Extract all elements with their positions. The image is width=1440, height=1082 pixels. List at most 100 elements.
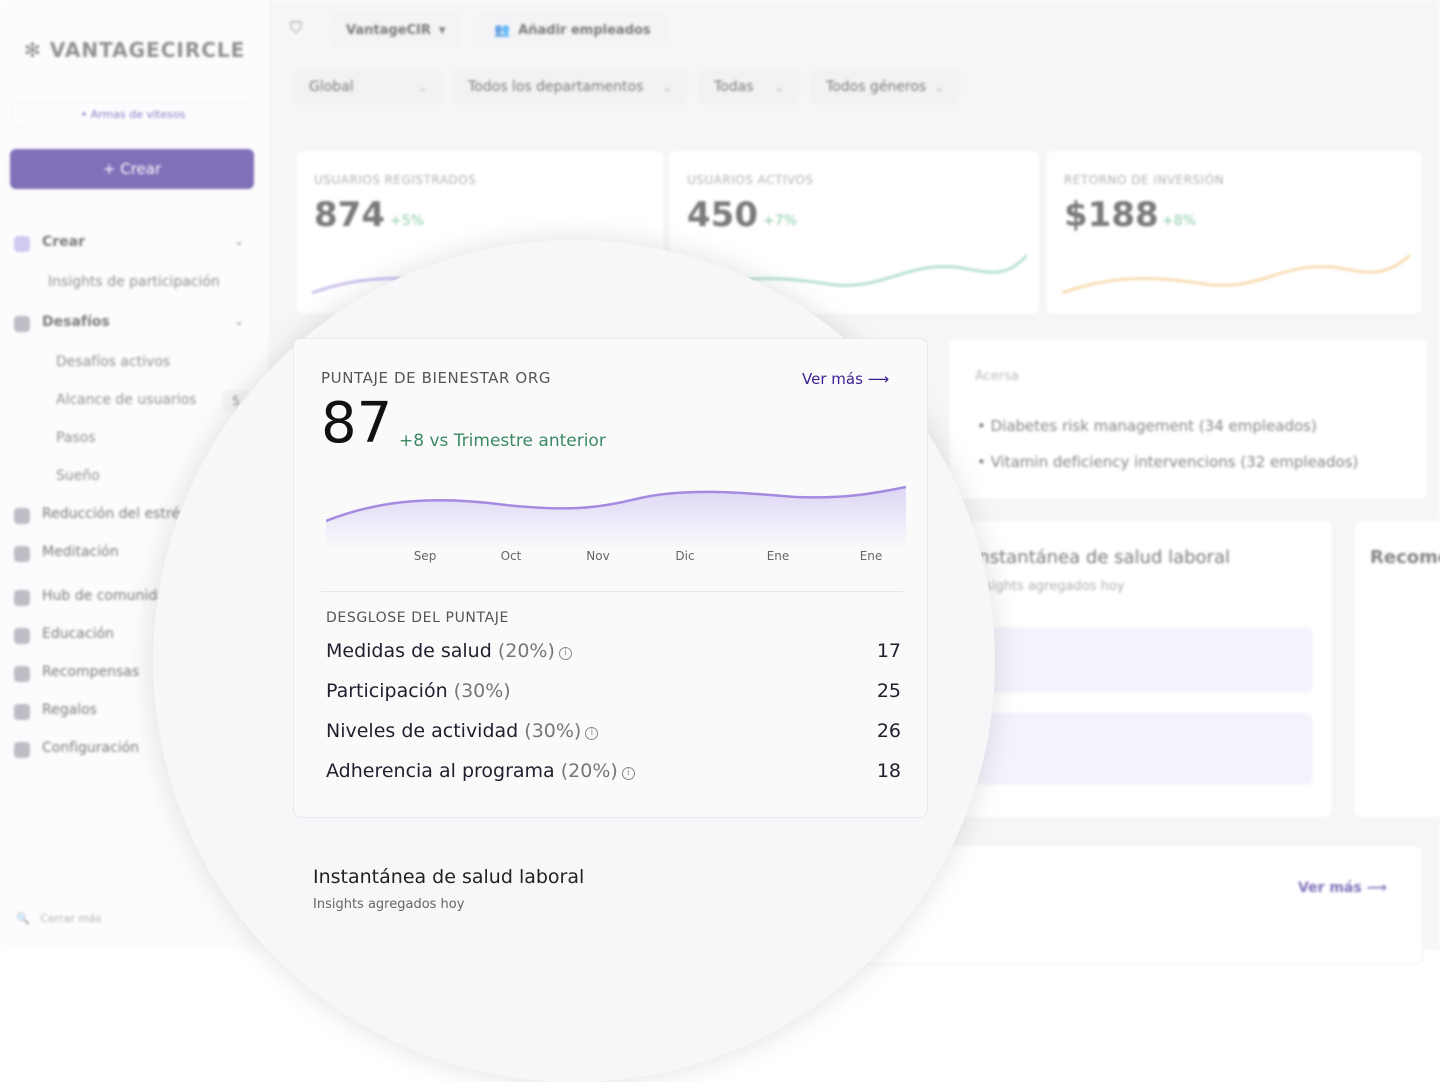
page-body: ✻ VANTAGECIRCLE • Armas de vitesos + Cre… <box>0 0 1440 965</box>
filter-text: Todos géneros <box>826 79 927 95</box>
month-label: Dic <box>675 549 695 563</box>
add-employees[interactable]: 👥 Añadir empleados <box>478 12 667 48</box>
nav-item[interactable]: Reducción del estrés <box>42 506 188 522</box>
bottom-link[interactable]: Ver más ⟶ <box>1298 880 1387 896</box>
nav-icon <box>14 316 30 332</box>
bottom-subtitle: Insights agregados hoy <box>313 897 465 912</box>
breakdown-name: Adherencia al programa <box>326 760 555 782</box>
breakdown-title: DESGLOSE DEL PUNTAJE <box>326 610 509 626</box>
breakdown-row: Adherencia al programa (20%) i 18 <box>326 760 901 782</box>
nav-icon <box>14 704 30 720</box>
snapshot-subtitle: Insights agregados hoy <box>973 579 1125 594</box>
promo-link[interactable]: • Armas de vitesos <box>12 102 254 128</box>
sidebar-footer[interactable]: 🔍 Cerrar más <box>16 912 102 925</box>
breakdown-value: 17 <box>876 640 901 662</box>
awareness-text: Diabetes risk management (34 empleados) <box>990 417 1317 435</box>
wellbeing-link-text: Ver más <box>802 370 863 388</box>
insight-block <box>975 713 1313 785</box>
info-icon: i <box>585 727 599 740</box>
trend-chart <box>326 485 906 549</box>
awareness-text: Vitamin deficiency intervencions (32 emp… <box>990 453 1359 471</box>
breakdown-value: 26 <box>876 720 901 742</box>
caret: ⌄ <box>417 80 427 94</box>
nav-item[interactable]: Recompensas <box>42 664 140 680</box>
awareness-title: Acersa <box>975 369 1019 384</box>
breakdown-row: Medidas de salud (20%) i 17 <box>326 640 901 662</box>
recommendations-card: Recomendaciones <box>1353 520 1440 818</box>
caret: ⌄ <box>662 80 672 94</box>
awareness-item: • Vitamin deficiency intervencions (32 e… <box>977 453 1359 471</box>
nav-icon <box>14 742 30 758</box>
stat-value: 450 <box>687 195 758 235</box>
nav-subitem[interactable]: Desafíos activos <box>56 354 171 370</box>
stat-value: $188 <box>1064 195 1159 235</box>
bottom-title: Instantánea de salud laboral <box>313 866 585 888</box>
awareness-item: • Diabetes risk management (34 empleados… <box>977 417 1317 435</box>
caret: ⌄ <box>934 80 944 94</box>
breakdown-value: 25 <box>876 680 901 702</box>
sparkline <box>685 254 1027 295</box>
month-label: Oct <box>500 549 522 563</box>
logo-text: VANTAGECIRCLE <box>49 38 246 62</box>
stat-label: USUARIOS REGISTRADOS <box>314 173 477 187</box>
caret: ⌄ <box>774 80 784 94</box>
sparkline-line <box>1062 254 1410 295</box>
filter[interactable]: Todos los departamentos ⌄ <box>452 69 688 105</box>
nav-subitem[interactable]: Insights de participación <box>48 274 220 290</box>
nav-item[interactable]: Hub de comunidad <box>42 588 175 604</box>
filter[interactable]: Todos géneros ⌄ <box>810 69 960 105</box>
filter-text: Todas <box>714 79 754 95</box>
info-icon: i <box>621 767 635 780</box>
divider <box>321 591 903 592</box>
breakdown-weight: (30%) <box>524 720 582 742</box>
nav-item[interactable]: Educación <box>42 626 114 642</box>
page: Bienestar {"sidebar": {"logo": "VANTAGEC… <box>0 0 1440 965</box>
stat-delta: +8% <box>1162 213 1196 229</box>
wellbeing-delta: +8 vs Trimestre anterior <box>399 431 606 451</box>
nav-item[interactable]: Desafíos <box>42 314 110 330</box>
info-icon: i <box>558 647 572 660</box>
breakdown-value: 18 <box>876 760 901 782</box>
nav-subitem[interactable]: Alcance de usuarios <box>56 392 197 408</box>
breakdown-weight: (20%) <box>497 640 555 662</box>
sparkline-line <box>685 254 1027 295</box>
wellbeing-score: 87 <box>321 391 393 456</box>
nav-item[interactable]: Crear <box>42 234 86 250</box>
stat-value: 874 <box>314 195 385 235</box>
background: ✻ VANTAGECIRCLE • Armas de vitesos + Cre… <box>0 0 1440 965</box>
filter[interactable]: Global ⌄ <box>293 69 443 105</box>
wellbeing-link[interactable]: Ver más ⟶ <box>802 370 890 388</box>
create-text: Crear <box>120 160 162 178</box>
nav-item[interactable]: Meditación <box>42 544 119 560</box>
create-button[interactable]: + Crear <box>10 149 254 189</box>
stat-card: RETORNO DE INVERSIÓN $188 +8% <box>1045 150 1423 315</box>
nav-icon <box>14 590 30 606</box>
breakdown-name: Medidas de salud <box>326 640 492 662</box>
stat-label: RETORNO DE INVERSIÓN <box>1064 173 1225 187</box>
nav-icon <box>14 666 30 682</box>
filter-text: Todos los departamentos <box>468 79 644 95</box>
promo-text: Armas de vitesos <box>90 108 186 121</box>
stat-delta: +7% <box>763 213 797 229</box>
stat-delta: +5% <box>390 213 424 229</box>
stat-label: USUARIOS ACTIVOS <box>687 173 814 187</box>
shield-icon: ⛉ <box>290 18 303 37</box>
nav-subitem[interactable]: Pasos <box>56 430 96 446</box>
wellbeing-card: PUNTAJE DE BIENESTAR ORG Ver más ⟶ 87 +8… <box>293 338 928 818</box>
logo: ✻ VANTAGECIRCLE <box>24 38 246 62</box>
nav-subitem[interactable]: Sueño <box>56 468 100 484</box>
breakdown-name: Niveles de actividad <box>326 720 519 742</box>
sparkline <box>1062 254 1410 295</box>
nav-item[interactable]: Regalos <box>42 702 97 718</box>
recommendations-title: Recomendaciones <box>1370 547 1440 568</box>
filter[interactable]: Todas ⌄ <box>698 69 800 105</box>
bottom-link-text: Ver más <box>1298 880 1362 896</box>
nav-icon <box>14 508 30 524</box>
nav-item[interactable]: Configuración <box>42 740 140 756</box>
nav-icon <box>14 236 30 252</box>
month-label: Ene <box>859 549 883 563</box>
org-select[interactable]: VantageCIR ▾ <box>330 12 462 48</box>
add-employees-text: Añadir empleados <box>518 22 651 38</box>
chevron: ⌄ <box>234 234 245 248</box>
nav-icon <box>14 628 30 644</box>
